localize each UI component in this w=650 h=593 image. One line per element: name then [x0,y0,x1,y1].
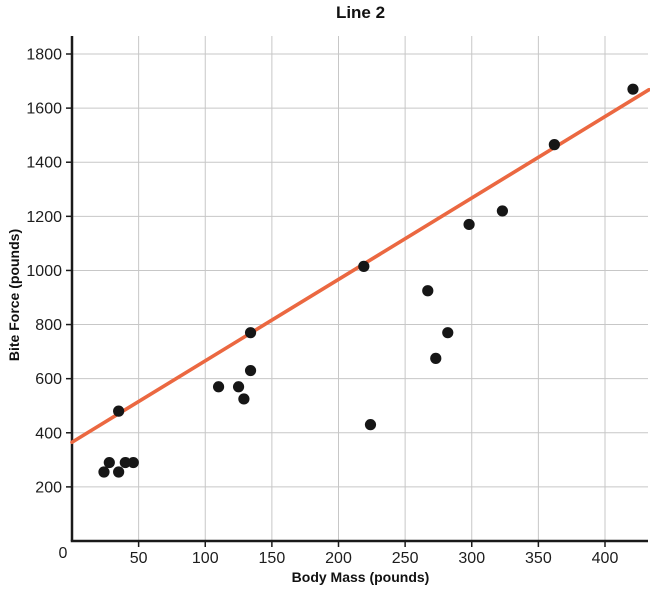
data-point [212,381,225,393]
data-point [463,218,475,231]
x-tick-label: 100 [192,550,219,567]
data-point [232,381,245,393]
data-point [98,466,110,478]
x-tick-label: 350 [525,550,552,567]
data-point [244,327,257,339]
data-point [548,139,560,151]
x-axis-label: Body Mass (pounds) [291,569,430,585]
y-tick-label: 1800 [26,47,62,64]
y-tick-label: 1000 [26,263,62,280]
y-tick-label: 400 [35,425,62,442]
x-tick-label: 200 [325,550,352,567]
x-tick-label: 400 [592,550,619,567]
x-tick-label: 150 [259,550,286,567]
data-point [358,260,370,272]
data-point [238,393,250,405]
y-tick-label: 600 [35,371,62,388]
data-point [113,466,125,478]
y-tick-label: 1400 [26,155,62,172]
y-tick-label: 1600 [26,101,62,118]
data-point [103,456,115,469]
data-point [113,405,125,417]
data-point [364,419,377,431]
y-axis-label: Bite Force (pounds) [6,228,22,362]
y-tick-label: 800 [35,317,62,334]
x-tick-label: 50 [130,550,148,567]
data-point [244,364,257,377]
data-point [496,205,508,217]
x-tick-label: 300 [458,550,485,567]
y-tick-label: 1200 [26,209,62,226]
data-point [422,285,434,297]
chart-title: Line 2 [335,3,386,22]
x-tick-label: 250 [392,550,419,567]
data-point [430,352,442,364]
data-point [627,83,639,95]
origin-tick-label: 0 [59,545,68,562]
y-tick-label: 200 [35,479,62,496]
data-point [127,456,139,469]
data-point [442,327,454,339]
data-point [119,456,131,469]
